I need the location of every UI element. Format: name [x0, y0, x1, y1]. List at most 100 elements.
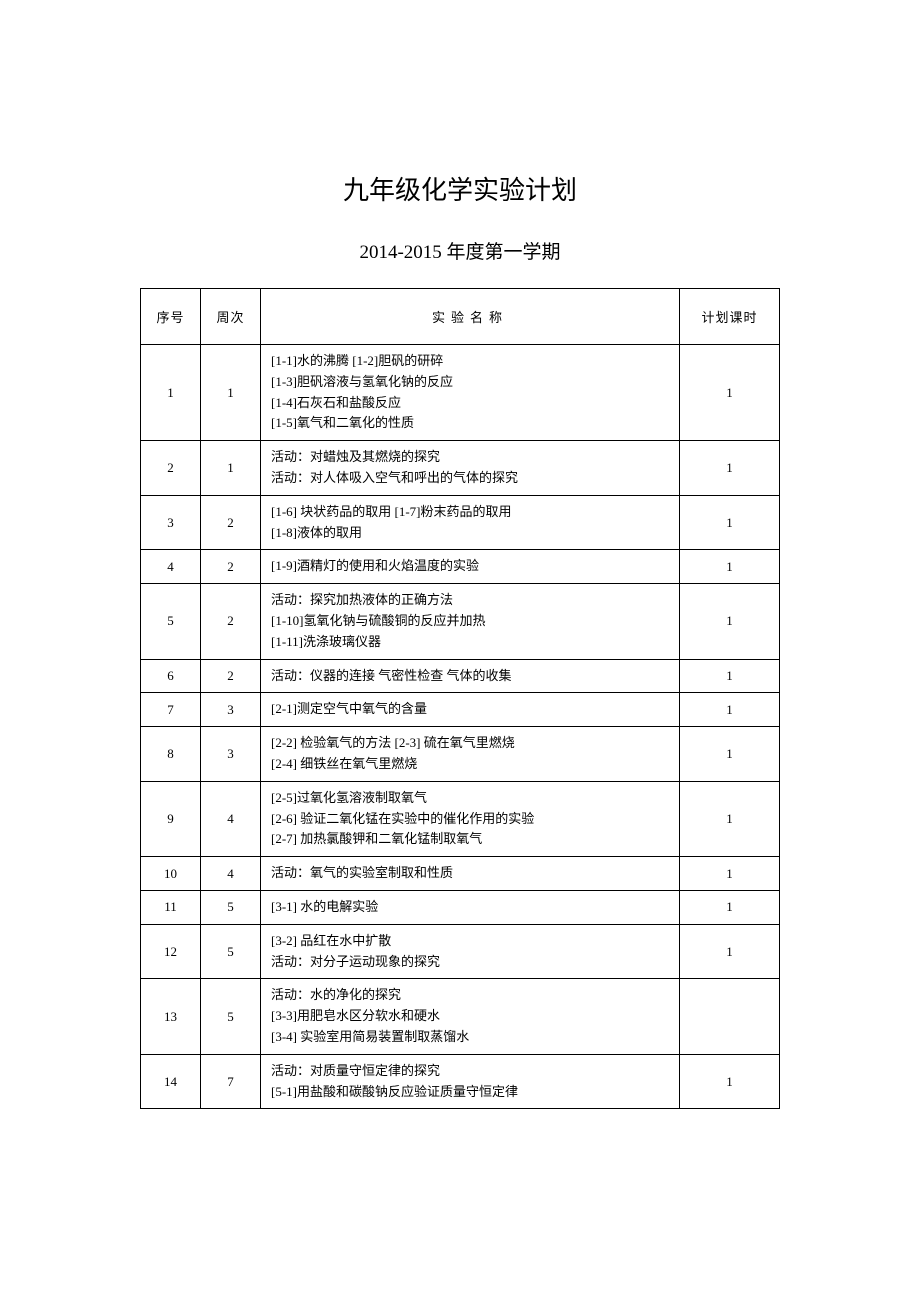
cell-seq: 12 — [141, 924, 201, 979]
cell-hours — [680, 979, 780, 1054]
cell-week: 3 — [201, 693, 261, 727]
cell-hours: 1 — [680, 441, 780, 496]
cell-seq: 14 — [141, 1054, 201, 1109]
cell-hours: 1 — [680, 1054, 780, 1109]
cell-seq: 8 — [141, 727, 201, 782]
table-row: 62 活动：仪器的连接 气密性检查 气体的收集 1 — [141, 659, 780, 693]
experiment-line: [5-1]用盐酸和碳酸钠反应验证质量守恒定律 — [271, 1082, 671, 1103]
table-body: 11[1-1]水的沸腾 [1-2]胆矾的研碎[1-3]胆矾溶液与氢氧化钠的反应[… — [141, 345, 780, 1109]
experiment-line: [1-11]洗涤玻璃仪器 — [271, 632, 671, 653]
experiment-line: [3-1] 水的电解实验 — [271, 897, 671, 918]
experiment-line: [1-9]酒精灯的使用和火焰温度的实验 — [271, 556, 671, 577]
experiment-line: 活动：对蜡烛及其燃烧的探究 — [271, 447, 671, 468]
cell-experiment: [3-2] 品红在水中扩散活动：对分子运动现象的探究 — [261, 924, 680, 979]
cell-seq: 1 — [141, 345, 201, 441]
col-header-hours: 计划课时 — [680, 289, 780, 345]
cell-week: 2 — [201, 584, 261, 659]
cell-week: 4 — [201, 781, 261, 856]
experiment-line: [1-8]液体的取用 — [271, 523, 671, 544]
experiment-line: [2-6] 验证二氧化锰在实验中的催化作用的实验 — [271, 809, 671, 830]
col-header-experiment: 实验名称 — [261, 289, 680, 345]
experiment-line: [1-6] 块状药品的取用 [1-7]粉末药品的取用 — [271, 502, 671, 523]
cell-seq: 5 — [141, 584, 201, 659]
table-row: 104 活动：氧气的实验室制取和性质 1 — [141, 857, 780, 891]
cell-week: 7 — [201, 1054, 261, 1109]
cell-week: 2 — [201, 659, 261, 693]
cell-hours: 1 — [680, 550, 780, 584]
cell-experiment: 活动：对质量守恒定律的探究[5-1]用盐酸和碳酸钠反应验证质量守恒定律 — [261, 1054, 680, 1109]
table-row: 147活动：对质量守恒定律的探究[5-1]用盐酸和碳酸钠反应验证质量守恒定律1 — [141, 1054, 780, 1109]
cell-hours: 1 — [680, 727, 780, 782]
experiment-line: 活动：水的净化的探究 — [271, 985, 671, 1006]
cell-hours: 1 — [680, 924, 780, 979]
experiment-line: 活动：仪器的连接 气密性检查 气体的收集 — [271, 666, 671, 687]
table-row: 94[2-5]过氧化氢溶液制取氧气[2-6] 验证二氧化锰在实验中的催化作用的实… — [141, 781, 780, 856]
cell-experiment: [2-2] 检验氧气的方法 [2-3] 硫在氧气里燃烧[2-4] 细铁丝在氧气里… — [261, 727, 680, 782]
experiment-line: [1-5]氧气和二氧化的性质 — [271, 413, 671, 434]
cell-week: 3 — [201, 727, 261, 782]
experiment-line: 活动：对人体吸入空气和呼出的气体的探究 — [271, 468, 671, 489]
experiment-line: [2-5]过氧化氢溶液制取氧气 — [271, 788, 671, 809]
cell-seq: 13 — [141, 979, 201, 1054]
cell-week: 5 — [201, 890, 261, 924]
cell-hours: 1 — [680, 890, 780, 924]
cell-week: 5 — [201, 924, 261, 979]
cell-hours: 1 — [680, 693, 780, 727]
cell-week: 2 — [201, 550, 261, 584]
experiment-line: [1-3]胆矾溶液与氢氧化钠的反应 — [271, 372, 671, 393]
experiment-line: [3-2] 品红在水中扩散 — [271, 931, 671, 952]
cell-week: 4 — [201, 857, 261, 891]
cell-hours: 1 — [680, 781, 780, 856]
cell-experiment: 活动：对蜡烛及其燃烧的探究活动：对人体吸入空气和呼出的气体的探究 — [261, 441, 680, 496]
cell-experiment: [1-9]酒精灯的使用和火焰温度的实验 — [261, 550, 680, 584]
cell-seq: 4 — [141, 550, 201, 584]
cell-hours: 1 — [680, 584, 780, 659]
table-row: 42 [1-9]酒精灯的使用和火焰温度的实验 1 — [141, 550, 780, 584]
experiment-line: [1-10]氢氧化钠与硫酸铜的反应并加热 — [271, 611, 671, 632]
cell-week: 1 — [201, 441, 261, 496]
cell-seq: 2 — [141, 441, 201, 496]
cell-hours: 1 — [680, 659, 780, 693]
table-row: 11[1-1]水的沸腾 [1-2]胆矾的研碎[1-3]胆矾溶液与氢氧化钠的反应[… — [141, 345, 780, 441]
experiment-line: [2-1]测定空气中氧气的含量 — [271, 699, 671, 720]
table-row: 135活动：水的净化的探究[3-3]用肥皂水区分软水和硬水[3-4] 实验室用简… — [141, 979, 780, 1054]
cell-experiment: 活动：氧气的实验室制取和性质 — [261, 857, 680, 891]
experiment-line: 活动：对分子运动现象的探究 — [271, 952, 671, 973]
experiment-line: [2-7] 加热氯酸钾和二氧化锰制取氧气 — [271, 829, 671, 850]
cell-seq: 3 — [141, 495, 201, 550]
table-row: 125[3-2] 品红在水中扩散活动：对分子运动现象的探究1 — [141, 924, 780, 979]
cell-week: 1 — [201, 345, 261, 441]
cell-experiment: [1-6] 块状药品的取用 [1-7]粉末药品的取用[1-8]液体的取用 — [261, 495, 680, 550]
cell-seq: 9 — [141, 781, 201, 856]
cell-experiment: 活动：水的净化的探究[3-3]用肥皂水区分软水和硬水[3-4] 实验室用简易装置… — [261, 979, 680, 1054]
cell-experiment: [2-5]过氧化氢溶液制取氧气[2-6] 验证二氧化锰在实验中的催化作用的实验[… — [261, 781, 680, 856]
cell-experiment: 活动：探究加热液体的正确方法[1-10]氢氧化钠与硫酸铜的反应并加热[1-11]… — [261, 584, 680, 659]
table-row: 73 [2-1]测定空气中氧气的含量 1 — [141, 693, 780, 727]
cell-experiment: [3-1] 水的电解实验 — [261, 890, 680, 924]
experiment-line: [1-4]石灰石和盐酸反应 — [271, 393, 671, 414]
experiment-line: 活动：对质量守恒定律的探究 — [271, 1061, 671, 1082]
table-row: 52活动：探究加热液体的正确方法[1-10]氢氧化钠与硫酸铜的反应并加热[1-1… — [141, 584, 780, 659]
cell-hours: 1 — [680, 857, 780, 891]
cell-experiment: 活动：仪器的连接 气密性检查 气体的收集 — [261, 659, 680, 693]
cell-seq: 11 — [141, 890, 201, 924]
experiment-line: [2-4] 细铁丝在氧气里燃烧 — [271, 754, 671, 775]
experiment-line: [3-3]用肥皂水区分软水和硬水 — [271, 1006, 671, 1027]
experiment-plan-table: 序号 周次 实验名称 计划课时 11[1-1]水的沸腾 [1-2]胆矾的研碎[1… — [140, 288, 780, 1109]
cell-seq: 7 — [141, 693, 201, 727]
cell-seq: 6 — [141, 659, 201, 693]
experiment-line: [3-4] 实验室用简易装置制取蒸馏水 — [271, 1027, 671, 1048]
cell-seq: 10 — [141, 857, 201, 891]
cell-experiment: [1-1]水的沸腾 [1-2]胆矾的研碎[1-3]胆矾溶液与氢氧化钠的反应[1-… — [261, 345, 680, 441]
experiment-line: 活动：氧气的实验室制取和性质 — [271, 863, 671, 884]
experiment-line: [2-2] 检验氧气的方法 [2-3] 硫在氧气里燃烧 — [271, 733, 671, 754]
table-row: 83[2-2] 检验氧气的方法 [2-3] 硫在氧气里燃烧[2-4] 细铁丝在氧… — [141, 727, 780, 782]
document-title: 九年级化学实验计划 — [140, 170, 780, 207]
cell-week: 2 — [201, 495, 261, 550]
cell-week: 5 — [201, 979, 261, 1054]
col-header-seq: 序号 — [141, 289, 201, 345]
table-row: 32[1-6] 块状药品的取用 [1-7]粉末药品的取用[1-8]液体的取用1 — [141, 495, 780, 550]
experiment-line: 活动：探究加热液体的正确方法 — [271, 590, 671, 611]
table-row: 21活动：对蜡烛及其燃烧的探究活动：对人体吸入空气和呼出的气体的探究1 — [141, 441, 780, 496]
document-subtitle: 2014-2015 年度第一学期 — [140, 237, 780, 264]
